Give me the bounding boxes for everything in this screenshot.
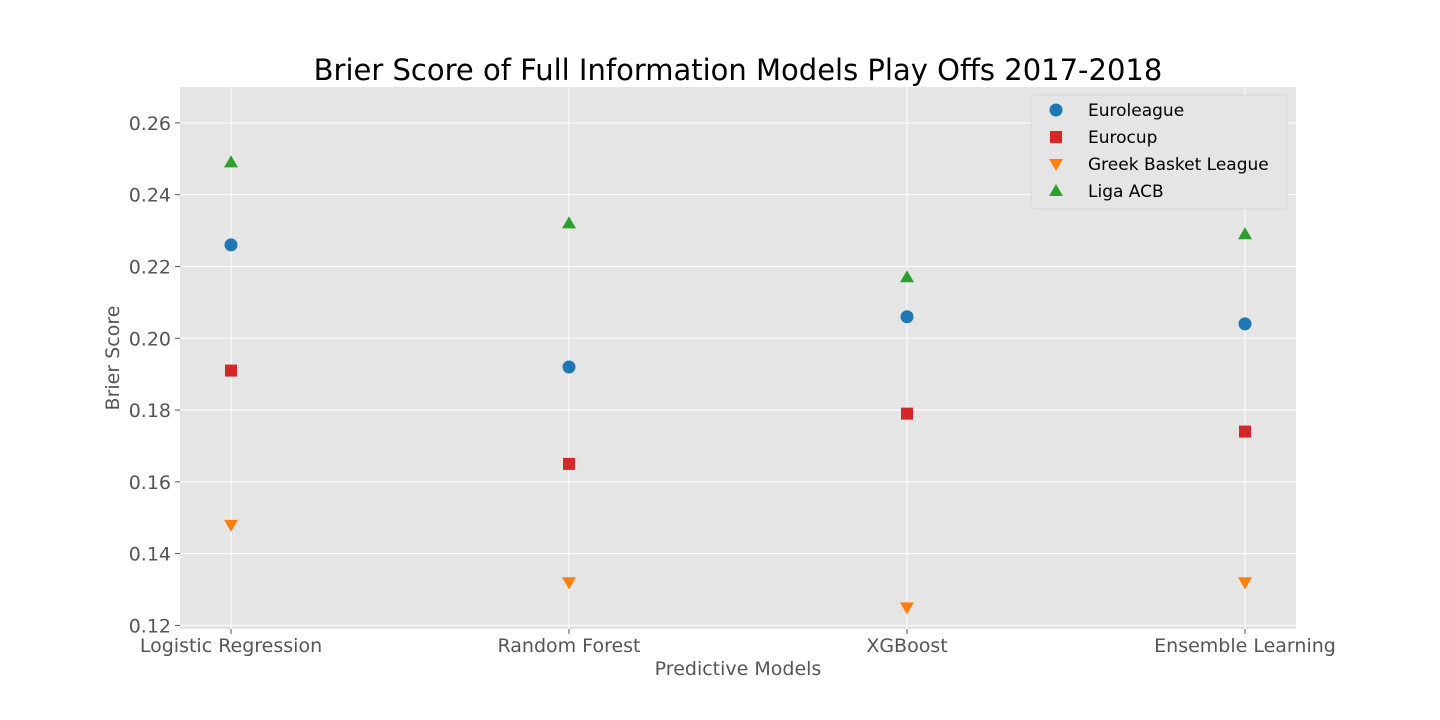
legend-label: Greek Basket League xyxy=(1088,155,1269,175)
data-point-triangle-up xyxy=(900,270,914,283)
y-tick-label: 0.12 xyxy=(129,615,171,637)
data-point-triangle-down xyxy=(562,577,576,590)
data-point-square xyxy=(225,364,237,377)
legend: Euroleague Eurocup Greek Basket League Liga… xyxy=(1030,94,1288,210)
legend-marker-circle xyxy=(1049,103,1063,117)
data-point-circle xyxy=(224,238,238,252)
x-tick-label: Logistic Regression xyxy=(140,635,322,657)
data-point-triangle-up xyxy=(562,216,576,229)
y-tick-label: 0.18 xyxy=(129,400,171,422)
data-markers xyxy=(224,155,1252,615)
data-point-square xyxy=(901,407,913,420)
data-point-triangle-down xyxy=(224,519,238,532)
y-tick-label: 0.16 xyxy=(129,472,171,494)
data-point-triangle-up xyxy=(224,155,238,168)
data-point-triangle-down xyxy=(1238,577,1252,590)
legend-marker-square xyxy=(1050,131,1062,143)
chart-title: Brier Score of Full Information Models P… xyxy=(314,53,1163,87)
data-point-circle xyxy=(900,310,914,324)
y-axis-label: Brier Score xyxy=(102,306,124,411)
legend-label: Liga ACB xyxy=(1088,182,1164,202)
grid xyxy=(180,87,1296,629)
x-tick-label: XGBoost xyxy=(866,635,947,657)
y-tick-label: 0.14 xyxy=(129,544,171,566)
data-point-square xyxy=(1239,425,1251,438)
legend-marker-triangle-down xyxy=(1049,158,1063,171)
data-point-triangle-down xyxy=(900,602,914,615)
data-point-circle xyxy=(562,360,576,374)
x-tick-label: Random Forest xyxy=(497,635,640,657)
data-point-square xyxy=(563,457,575,470)
y-tick-label: 0.20 xyxy=(129,328,171,350)
x-tick-label: Ensemble Learning xyxy=(1154,635,1336,657)
x-axis-label: Predictive Models xyxy=(655,658,822,680)
data-point-triangle-up xyxy=(1238,227,1252,240)
axis-ticks: 0.12 0.14 0.16 0.18 0.20 0.22 0.24 0.26 Logistic… xyxy=(129,113,1336,657)
legend-label: Euroleague xyxy=(1088,101,1184,121)
y-tick-label: 0.22 xyxy=(129,256,171,278)
y-tick-label: 0.24 xyxy=(129,185,171,207)
y-tick-label: 0.26 xyxy=(129,113,171,135)
data-point-circle xyxy=(1238,317,1252,331)
legend-marker-triangle-up xyxy=(1049,184,1063,197)
legend-frame xyxy=(1030,94,1288,210)
legend-label: Eurocup xyxy=(1088,128,1157,148)
